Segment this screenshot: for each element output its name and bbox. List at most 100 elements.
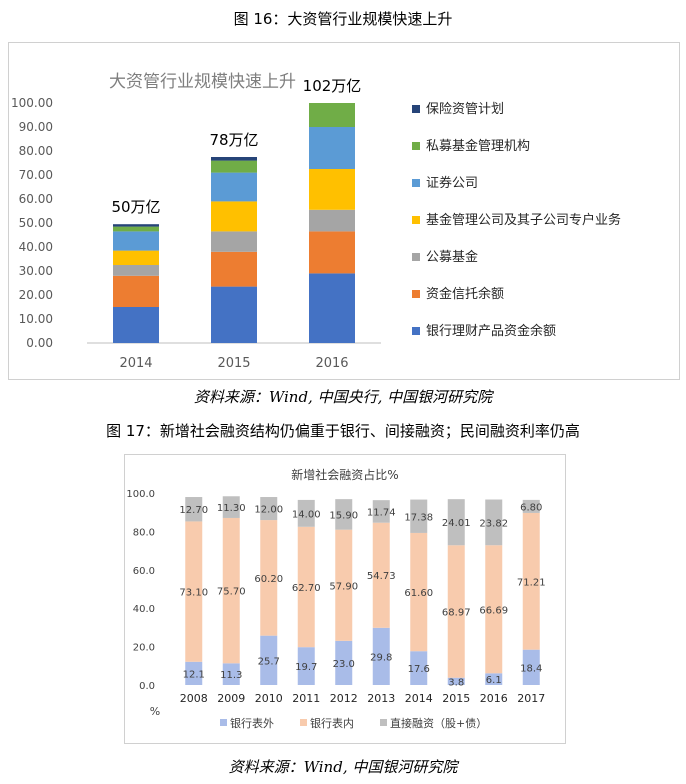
x-tick-label: 2016 [480,692,508,705]
data-label: 54.73 [367,571,396,582]
y-tick-label: 40.0 [133,604,155,615]
bar-segment [309,169,355,210]
data-label: 6.80 [520,502,542,513]
bar-segment [522,649,540,685]
x-tick-label: 2015 [442,692,470,705]
data-label: 15.90 [329,510,358,521]
legend-swatch [412,290,420,298]
bar-segment [485,545,503,674]
data-label: 61.60 [404,588,433,599]
y-tick-label: 30.00 [19,264,53,278]
chart-1-panel: 大资管行业规模快速上升 0.00 10.00 20.00 30.00 40.00 50.00… [8,42,680,380]
data-label: 24.01 [442,518,471,529]
bar-segment [335,640,353,685]
bar-segment [410,651,428,685]
y-tick-label: 60.0 [133,566,155,577]
y-tick-label: 60.00 [19,192,53,206]
bar-segment [113,231,159,251]
data-label: 11.3 [220,670,242,681]
data-label: 57.90 [329,581,358,592]
bar-segment [185,521,203,662]
data-label: 60.20 [254,574,283,585]
data-label: 19.7 [295,662,317,673]
y-tick-label: 0.00 [26,336,53,350]
bar-segment [211,286,257,343]
x-tick-label: 2013 [367,692,395,705]
chart-1-svg: 大资管行业规模快速上升 0.00 10.00 20.00 30.00 40.00 50.00… [11,72,621,371]
bar-segment [335,499,353,530]
legend-swatch [220,719,227,726]
bar-segment [211,201,257,232]
data-label: 12.00 [254,505,283,516]
bar-segment [113,250,159,265]
bar-segment [222,496,240,518]
bar-segment [297,647,315,685]
x-tick-label: 2014 [119,356,152,371]
bar-segment [113,226,159,232]
y-unit-label: % [150,705,160,718]
bar-segment [260,635,278,685]
y-tick-label: 20.00 [19,288,53,302]
bar-segment [260,497,278,521]
data-label: 23.82 [479,518,508,529]
bar-segment [309,127,355,169]
bar-segment [211,160,257,173]
legend-label: 公募基金 [426,249,478,265]
chart-2-panel: 新增社会融资占比% 0.0 20.0 40.0 60.0 80.0 100.0% 12.1 73… [124,454,566,744]
data-label: 11.30 [217,503,246,514]
x-tick-label: 2010 [255,692,283,705]
data-label: 73.10 [179,588,208,599]
x-tick-label: 2016 [315,356,348,371]
figure-1-source: 资料来源：Wind, 中国央行, 中国银河研究院 [193,388,493,406]
x-tick-label: 2015 [217,356,250,371]
data-label: 25.7 [258,656,280,667]
x-tick-label: 2012 [330,692,358,705]
figure-2-caption: 图 17：新增社会融资结构仍偏重于银行、间接融资；民间融资利率仍高 [106,422,580,440]
legend-swatch [412,142,420,150]
y-tick-label: 100.0 [126,489,155,500]
y-tick-label: 0.0 [139,681,155,692]
legend-label: 银行表内 [310,716,354,730]
data-label: 75.70 [217,587,246,598]
bar-segment [309,231,355,274]
y-tick-label: 10.00 [19,312,53,326]
bar-segment [297,499,315,527]
bar-segment [372,627,390,685]
total-label: 50万亿 [111,198,160,216]
bar-segment [309,103,355,127]
y-tick-label: 90.00 [19,120,53,134]
bar-segment [113,224,159,227]
data-label: 29.8 [370,652,392,663]
y-tick-label: 20.0 [133,643,155,654]
bar-segment [222,517,240,664]
y-tick-label: 80.0 [133,527,155,538]
y-tick-label: 80.00 [19,144,53,158]
chart-2-svg: 新增社会融资占比% 0.0 20.0 40.0 60.0 80.0 100.0% 12.1 73… [126,467,546,730]
x-tick-label: 2014 [405,692,433,705]
bar-segment [372,500,390,523]
data-label: 11.74 [367,507,396,518]
bar-segment [113,265,159,276]
data-label: 6.1 [486,675,502,686]
bar-segment [410,532,428,652]
bar-segment [447,545,465,678]
data-label: 71.21 [517,577,546,588]
data-label: 12.70 [179,505,208,516]
y-tick-label: 70.00 [19,168,53,182]
data-label: 17.38 [404,512,433,523]
y-tick-label: 100.00 [11,96,53,110]
bar-segment [211,172,257,202]
bar-segment [410,499,428,533]
legend-swatch [300,719,307,726]
bar-segment [447,677,465,685]
legend-label: 银行表外 [230,716,274,730]
bar-segment [309,209,355,232]
data-label: 18.4 [520,663,542,674]
legend-label: 银行理财产品资金余额 [426,323,556,339]
bar-segment [113,275,159,307]
data-label: 23.0 [333,659,355,670]
bar-segment [185,661,203,685]
legend-swatch [380,719,387,726]
data-label: 12.1 [183,669,205,680]
y-tick-label: 40.00 [19,240,53,254]
